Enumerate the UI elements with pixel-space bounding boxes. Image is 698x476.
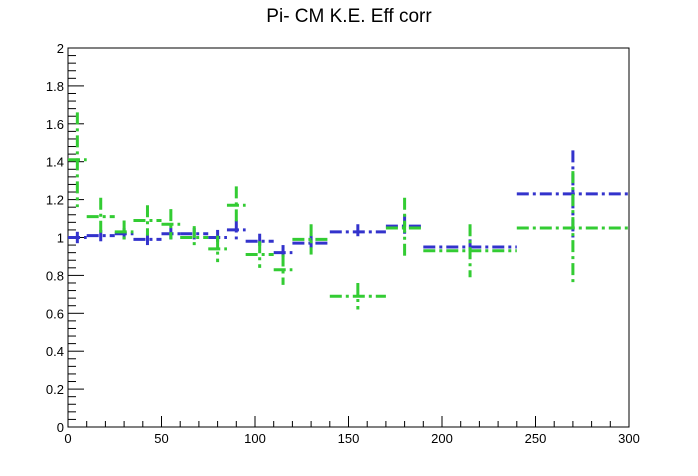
data-point xyxy=(329,224,386,240)
chart-title: Pi- CM K.E. Eff corr xyxy=(266,6,432,27)
data-point xyxy=(226,186,246,225)
data-point xyxy=(114,220,134,244)
axes: 0 50 100 150 200 250 300 0 0.2 0.4 0.6 0.8 1 1.2 1.4 1.… xyxy=(46,41,640,446)
data-point xyxy=(329,282,386,310)
data-point xyxy=(423,224,517,278)
x-tick-label: 300 xyxy=(618,431,640,446)
y-tick-label: 1.6 xyxy=(46,117,64,132)
data-point xyxy=(245,241,274,268)
y-tick-label: 0.6 xyxy=(46,306,64,321)
x-tick-label: 50 xyxy=(154,431,168,446)
y-tick-label: 1 xyxy=(57,231,64,246)
data-marks xyxy=(68,112,629,310)
data-point xyxy=(226,220,246,240)
plot-frame xyxy=(67,47,630,428)
y-tick-label: 0.4 xyxy=(46,344,64,359)
data-point xyxy=(133,205,162,236)
data-point xyxy=(208,235,227,263)
y-tick-label: 1.2 xyxy=(46,193,64,208)
y-tick-label: 1.8 xyxy=(46,79,64,94)
data-point xyxy=(385,197,424,259)
y-tick-label: 0.8 xyxy=(46,268,64,283)
y-tick-label: 2 xyxy=(57,41,64,56)
data-point xyxy=(273,254,293,285)
x-tick-label: 200 xyxy=(431,431,453,446)
x-tick-label: 150 xyxy=(338,431,360,446)
data-point xyxy=(68,231,87,244)
data-point xyxy=(516,171,629,285)
series-2 xyxy=(68,112,629,310)
data-point xyxy=(86,197,115,236)
x-tick-label: 250 xyxy=(525,431,547,446)
data-point xyxy=(180,226,209,249)
y-tick-label: 0 xyxy=(57,420,64,435)
data-point xyxy=(68,112,87,208)
y-tick-label: 1.4 xyxy=(46,155,64,170)
x-tick-label: 100 xyxy=(244,431,266,446)
x-tick-label: 0 xyxy=(64,431,71,446)
data-point xyxy=(133,233,162,246)
y-tick-label: 0.2 xyxy=(46,382,64,397)
data-point xyxy=(161,209,181,240)
data-point xyxy=(292,224,330,255)
data-point xyxy=(273,245,293,261)
series-1 xyxy=(68,150,629,261)
